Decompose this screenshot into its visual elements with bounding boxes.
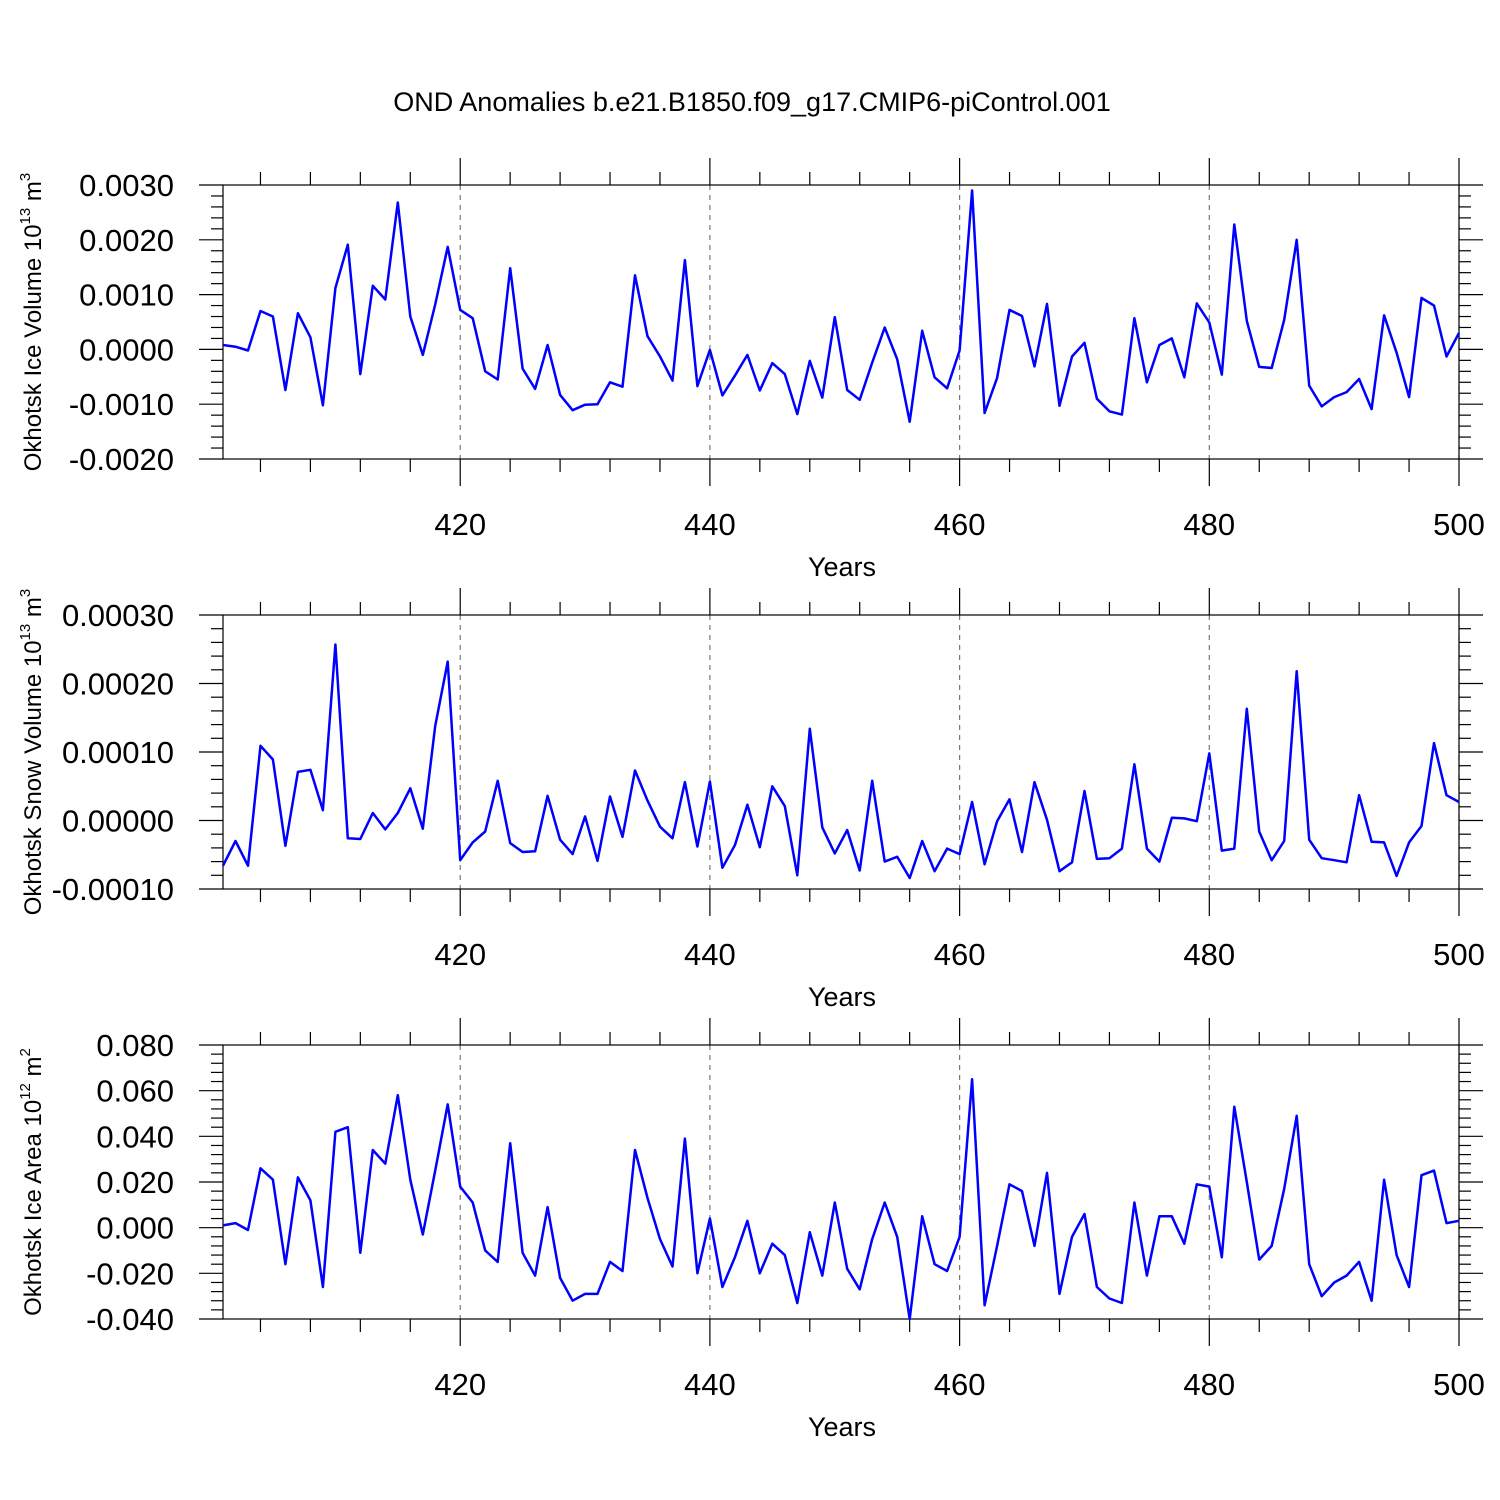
x-axis-label: Years <box>808 982 876 1012</box>
panel-2: 420 440 460 480 500 -0.00010 0.00000 0.00010 0.0… <box>17 588 1485 1012</box>
chart-panels: 420 440 460 480 500 -0.0020 -0.0010 0.0000 0.001… <box>17 158 1485 1442</box>
y-axis-label: Okhotsk Snow Volume 1013 m3 <box>17 589 47 916</box>
x-tick-label: 480 <box>1183 507 1235 542</box>
y-tick-label: 0.0010 <box>79 278 174 313</box>
x-axis-label: Years <box>808 552 876 582</box>
y-tick-label: 0.000 <box>96 1211 174 1246</box>
y-tick-label: -0.020 <box>86 1256 174 1291</box>
data-line <box>221 643 1460 880</box>
plot-frame <box>222 184 1460 460</box>
y-tick-label: 0.060 <box>96 1074 174 1109</box>
y-tick-label: 0.040 <box>96 1119 174 1154</box>
x-tick-label: 480 <box>1183 937 1235 972</box>
x-tick-label: 440 <box>684 507 736 542</box>
x-tick-label: 460 <box>934 1367 986 1402</box>
y-tick-label: 0.0000 <box>79 332 174 367</box>
y-tick-label: 0.080 <box>96 1028 174 1063</box>
y-tick-label: 0.00000 <box>62 804 174 839</box>
x-tick-label: 420 <box>434 507 486 542</box>
data-line <box>222 189 1461 423</box>
x-tick-label: 500 <box>1433 1367 1485 1402</box>
y-tick-label: 0.00010 <box>62 735 174 770</box>
x-tick-label: 500 <box>1433 937 1485 972</box>
x-tick-label: 440 <box>684 1367 736 1402</box>
y-tick-label: -0.0010 <box>69 387 174 422</box>
x-tick-label: 440 <box>684 937 736 972</box>
y-axis-label: Okhotsk Ice Volume 1013 m3 <box>17 173 47 472</box>
chart-title: OND Anomalies b.e21.B1850.f09_g17.CMIP6-… <box>393 87 1110 117</box>
x-tick-label: 460 <box>934 937 986 972</box>
panel-3: 420 440 460 480 500 -0.040 -0.020 0.000 0.020 0.0… <box>17 1018 1485 1442</box>
y-tick-label: -0.0020 <box>69 442 174 477</box>
data-line <box>222 1078 1460 1321</box>
y-axis-label: Okhotsk Ice Area 1012 m2 <box>17 1048 47 1316</box>
y-tick-label: -0.040 <box>86 1302 174 1337</box>
panel-1: 420 440 460 480 500 -0.0020 -0.0010 0.0000 0.001… <box>17 158 1485 582</box>
x-tick-label: 460 <box>934 507 986 542</box>
x-tick-label: 500 <box>1433 507 1485 542</box>
plot-frame <box>222 614 1460 890</box>
y-tick-label: 0.00020 <box>62 667 174 702</box>
plot-frame <box>222 1044 1460 1320</box>
y-tick-label: -0.00010 <box>52 872 174 907</box>
x-tick-label: 420 <box>434 1367 486 1402</box>
y-tick-label: 0.0020 <box>79 223 174 258</box>
y-tick-label: 0.00030 <box>62 598 174 633</box>
x-tick-label: 420 <box>434 937 486 972</box>
x-tick-label: 480 <box>1183 1367 1235 1402</box>
y-tick-label: 0.020 <box>96 1165 174 1200</box>
x-axis-label: Years <box>808 1412 876 1442</box>
y-tick-label: 0.0030 <box>79 168 174 203</box>
